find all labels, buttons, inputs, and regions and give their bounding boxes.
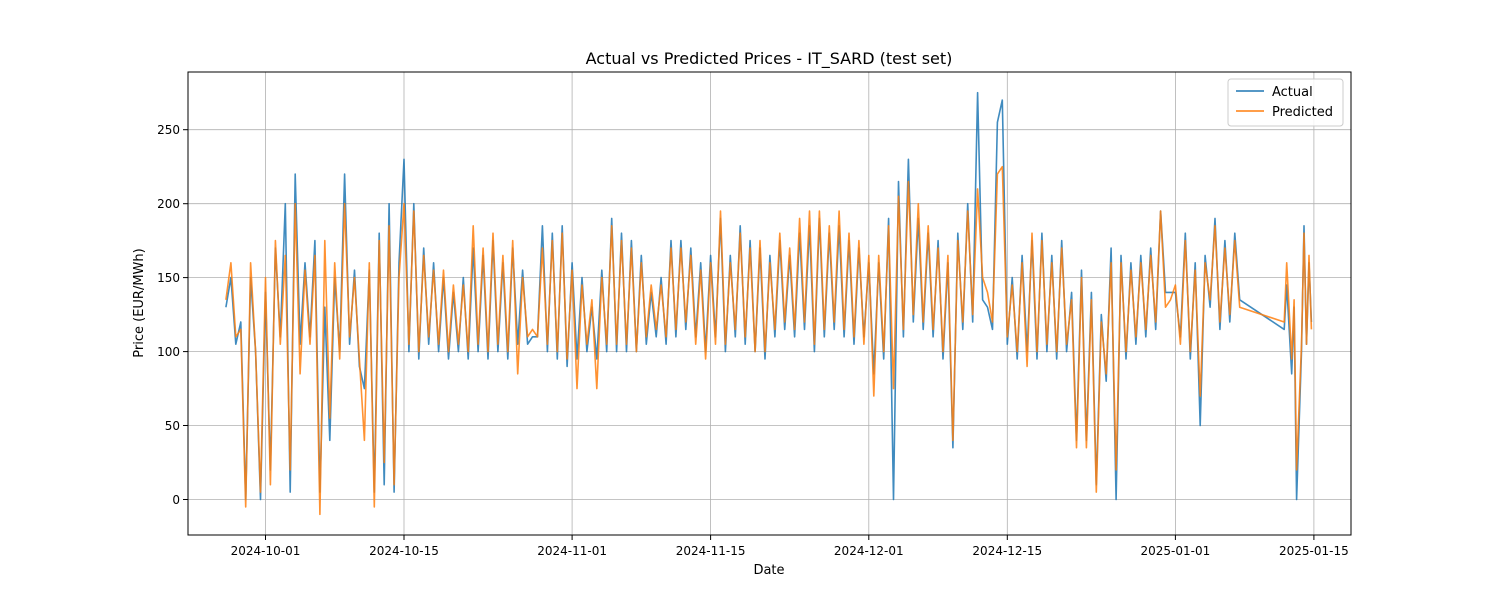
x-tick-label-5: 2024-12-15 [972, 544, 1042, 558]
series-line-predicted [225, 165, 1313, 516]
legend: Actual Predicted [1227, 78, 1344, 127]
y-tick-label-0: 0 [172, 493, 180, 507]
legend-label-actual: Actual [1272, 85, 1313, 100]
x-tick-label-3: 2024-11-15 [676, 544, 746, 558]
plot-frame [187, 71, 1352, 536]
y-tick-label-4: 200 [157, 197, 180, 211]
x-tick-label-1: 2024-10-15 [369, 544, 439, 558]
x-tick-label-7: 2025-01-15 [1279, 544, 1349, 558]
y-tick-label-3: 150 [157, 271, 180, 285]
chart-title: Actual vs Predicted Prices - IT_SARD (te… [586, 49, 953, 69]
series-lines [225, 91, 1313, 516]
y-tick-label-1: 50 [165, 419, 180, 433]
x-axis-label: Date [753, 563, 784, 578]
y-tick-label-2: 100 [157, 345, 180, 359]
x-axis-ticks: 2024-10-01 2024-10-15 2024-11-01 2024-11-15… [231, 535, 1349, 558]
x-tick-label-4: 2024-12-01 [834, 544, 904, 558]
y-axis-label: Price (EUR/MWh) [132, 248, 147, 357]
y-axis-ticks: 0 50 100 150 200 250 [157, 123, 188, 507]
legend-label-predicted: Predicted [1272, 105, 1333, 120]
x-tick-label-2: 2024-11-01 [537, 544, 607, 558]
x-tick-label-0: 2024-10-01 [231, 544, 301, 558]
y-tick-label-5: 250 [157, 123, 180, 137]
x-tick-label-6: 2025-01-01 [1141, 544, 1211, 558]
